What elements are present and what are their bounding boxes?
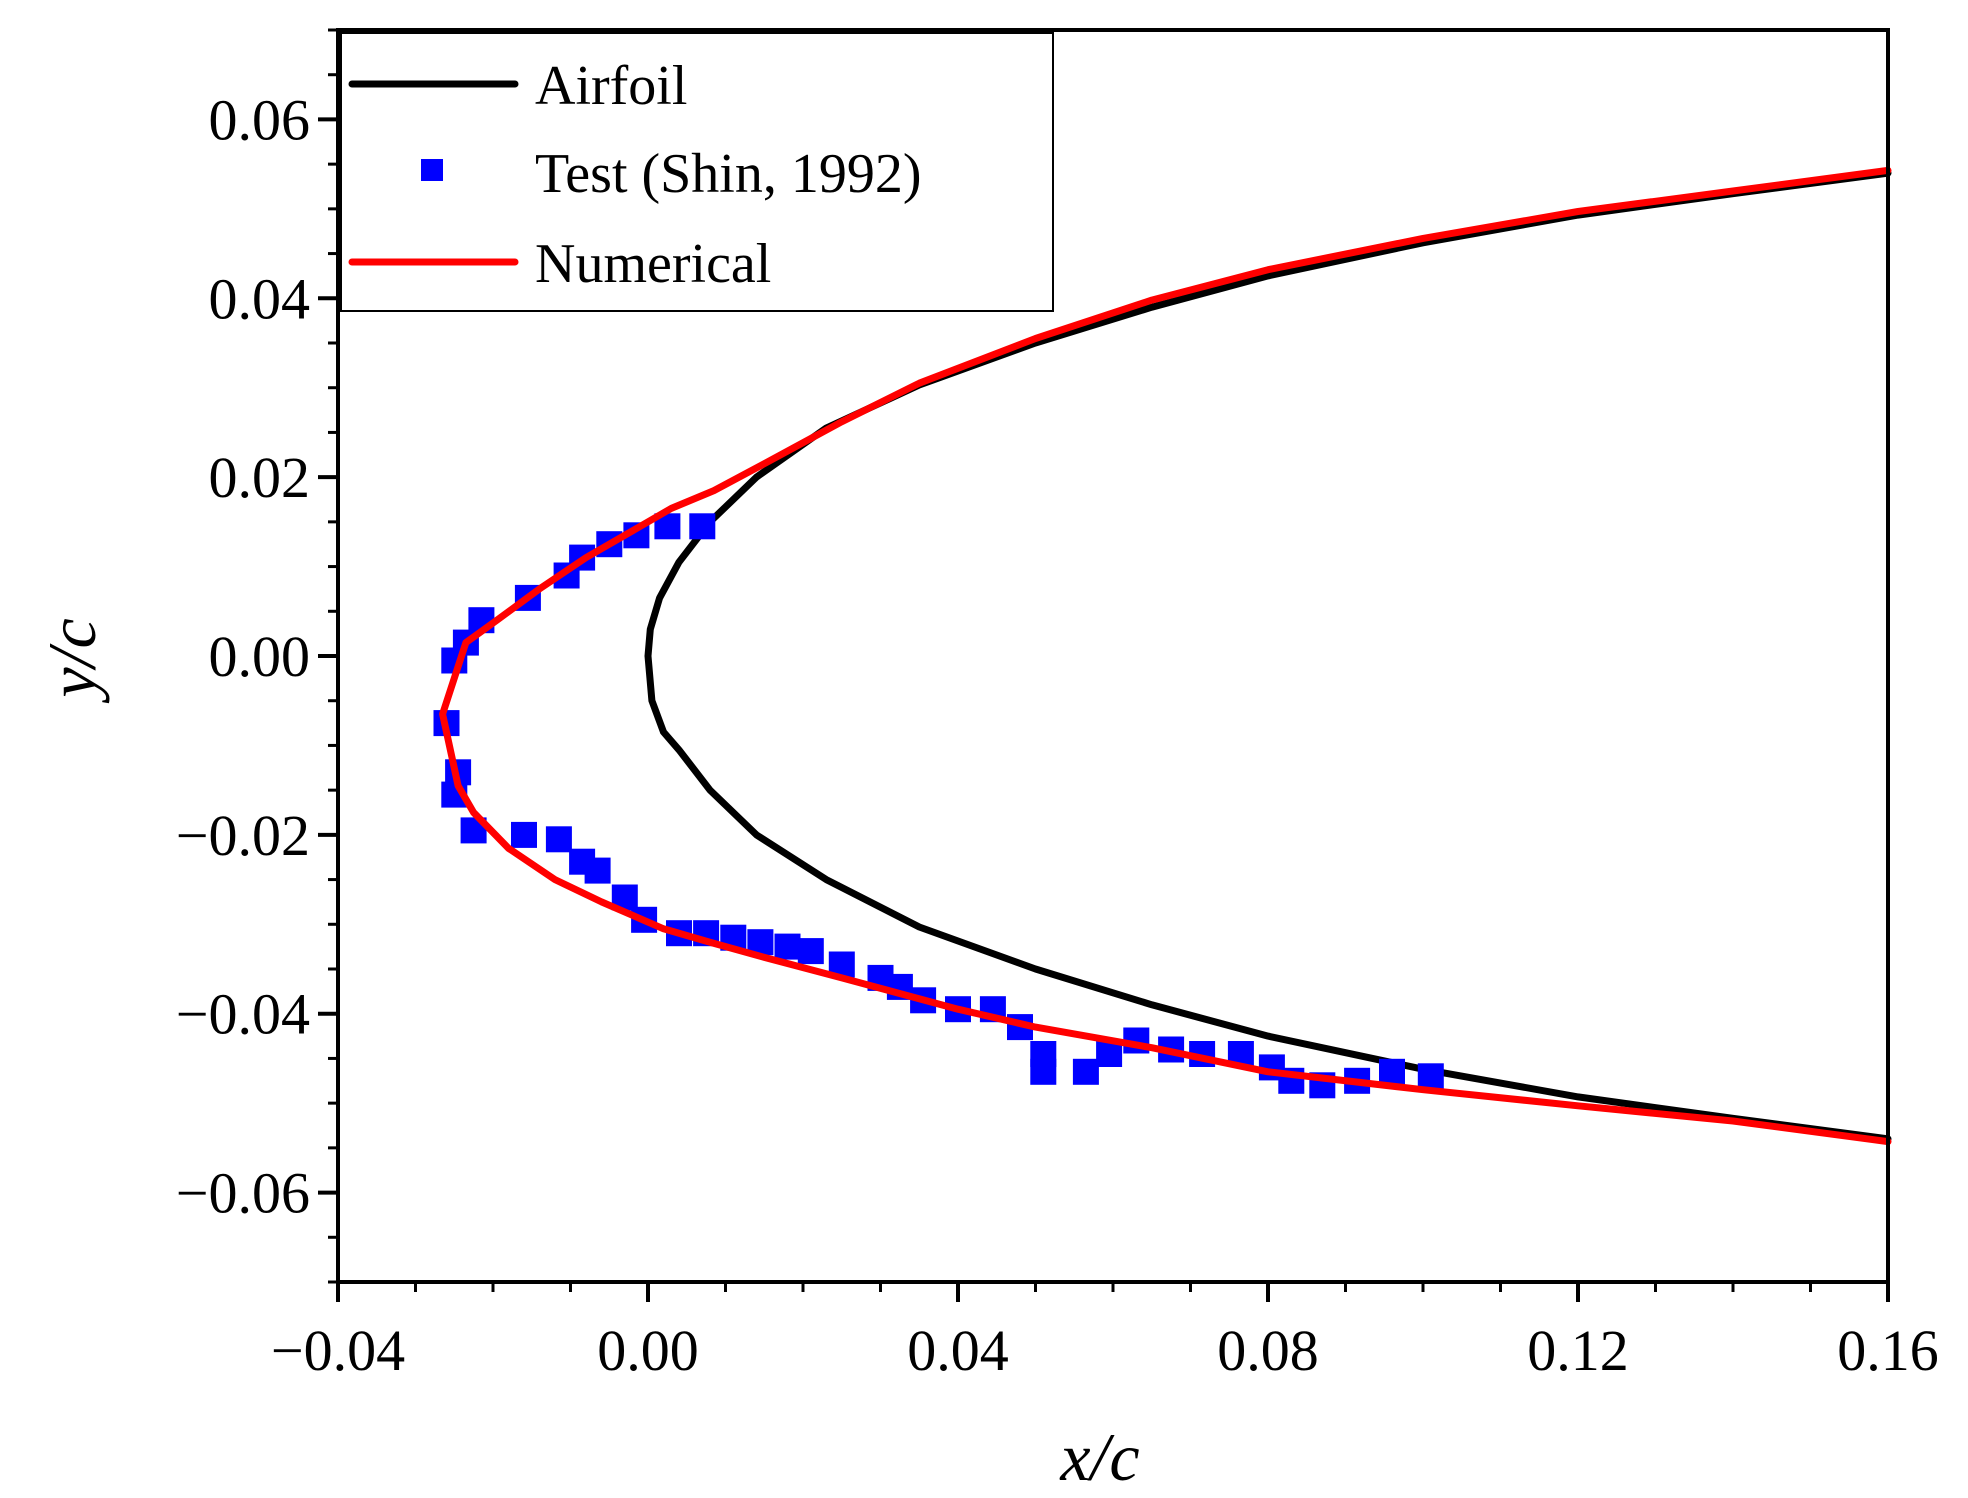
data-point [1030,1058,1057,1085]
y-tick-label: −0.06 [176,1161,310,1226]
data-point [1417,1063,1444,1090]
y-tick-label: 0.06 [209,87,311,152]
legend-label-airfoil: Airfoil [535,55,687,117]
y-axis-title: y/c [34,618,110,703]
legend: Airfoil Test (Shin, 1992) Numerical [340,32,1054,312]
x-tick-label: 0.16 [1837,1318,1939,1383]
y-tick-label: −0.04 [176,982,310,1047]
axis-ticks [318,28,1890,1302]
data-point [511,821,537,848]
x-axis-title: x/c [1059,1419,1139,1495]
data-point [1072,1058,1099,1085]
x-tick-label: −0.04 [271,1318,405,1383]
y-tick-label: −0.02 [176,803,310,868]
legend-label-numerical: Numerical [535,233,771,295]
tick-labels: −0.06 −0.04 −0.02 0.00 0.02 0.04 0.06 −0.04 0.00… [176,87,1939,1383]
x-tick-label: 0.00 [597,1318,699,1383]
y-tick-label: 0.04 [209,266,311,331]
data-point [689,513,716,540]
y-tick-label: 0.00 [209,624,311,689]
series-line-numerical [439,166,1892,1146]
data-point [1379,1058,1405,1085]
data-point [584,857,611,884]
data-point [545,826,572,853]
legend-label-test: Test (Shin, 1992) [535,143,922,205]
y-tick-label: 0.02 [209,445,311,510]
data-point [1096,1041,1123,1067]
x-tick-label: 0.12 [1527,1318,1629,1383]
x-tick-label: 0.08 [1217,1318,1319,1383]
x-tick-label: 0.04 [907,1318,1009,1383]
data-point [774,933,801,960]
data-point [797,938,824,965]
series-line-airfoil [644,169,1892,1143]
series-layer [433,166,1892,1146]
legend-test-swatch [421,159,443,181]
